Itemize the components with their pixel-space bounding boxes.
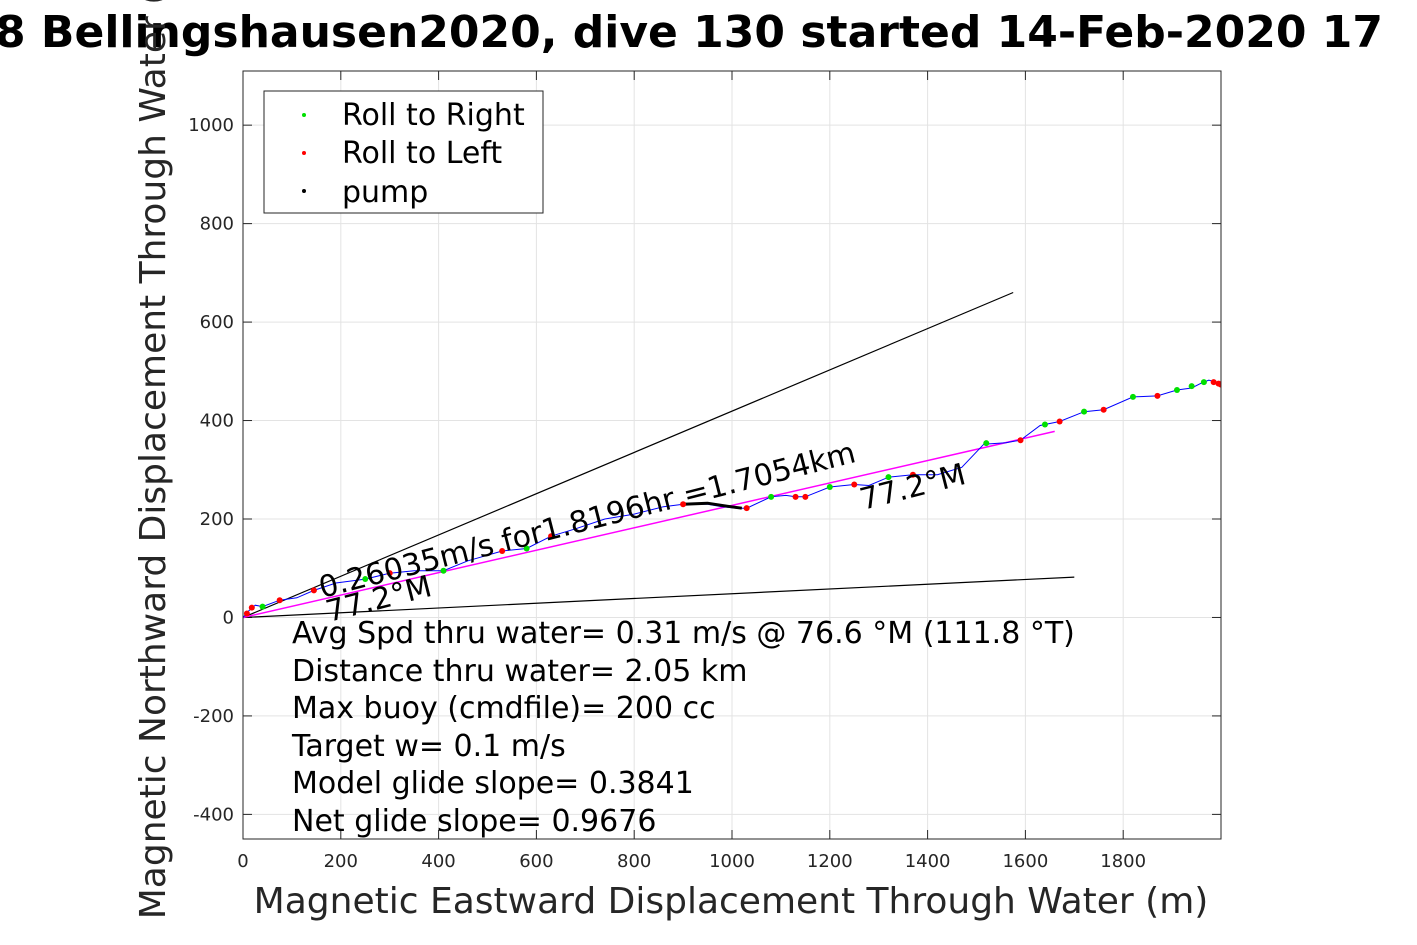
roll-right-point — [523, 545, 530, 552]
stats-block: Avg Spd thru water= 0.31 m/s @ 76.6 °M (… — [291, 616, 1075, 839]
x-tick-label: 200 — [324, 851, 358, 872]
y-tick-label: -400 — [193, 804, 234, 825]
roll-right-point — [440, 567, 447, 574]
data-series — [243, 291, 1221, 619]
y-tick-label: 1000 — [188, 115, 234, 136]
stat-target-w: Target w= 0.1 m/s — [291, 729, 566, 764]
stat-model-glide: Model glide slope= 0.3841 — [292, 766, 694, 801]
x-tick-label: 1200 — [807, 851, 853, 872]
stat-net-glide: Net glide slope= 0.9676 — [292, 804, 656, 839]
x-tick-label: 600 — [519, 851, 553, 872]
legend-marker-pump — [302, 189, 306, 193]
y-tick-label: 600 — [200, 312, 234, 333]
roll-left-point — [1017, 437, 1024, 444]
roll-left-point — [1218, 381, 1221, 388]
roll-left-point — [802, 493, 809, 500]
roll-right-point — [1041, 421, 1048, 428]
roll-left-point — [909, 471, 916, 478]
legend-label-pump: pump — [342, 175, 428, 210]
legend-label-roll-left: Roll to Left — [342, 136, 502, 171]
y-axis-ticks: -400 -200 0 200 400 600 800 1000 — [188, 115, 1221, 825]
roll-right-point — [768, 493, 775, 500]
x-axis-label: Magnetic Eastward Displacement Through W… — [254, 881, 1209, 922]
roll-left-point — [851, 481, 858, 488]
y-tick-label: 800 — [200, 214, 234, 235]
roll-right-point — [983, 440, 990, 447]
roll-left-point — [1154, 392, 1161, 399]
legend: Roll to Right Roll to Left pump — [263, 90, 544, 214]
roll-left-point — [743, 505, 750, 512]
pump-segment — [683, 501, 743, 510]
roll-right-point — [1129, 393, 1136, 400]
roll-left-point — [276, 597, 283, 604]
y-tick-label: 400 — [200, 411, 234, 432]
roll-right-point — [362, 576, 369, 583]
legend-label-roll-right: Roll to Right — [342, 98, 525, 133]
x-tick-label: 1800 — [1100, 851, 1146, 872]
y-tick-label: 200 — [200, 509, 234, 530]
roll-right-point — [1200, 379, 1207, 386]
roll-right-point — [1188, 383, 1195, 390]
roll-left-point — [548, 533, 555, 540]
x-tick-label: 800 — [617, 851, 651, 872]
plot-frame — [242, 70, 1222, 840]
x-tick-label: 1400 — [905, 851, 951, 872]
stat-distance: Distance thru water= 2.05 km — [292, 654, 747, 689]
reference-line-upper-bound — [243, 291, 1014, 619]
roll-left-point — [310, 587, 317, 594]
roll-right-point — [885, 474, 892, 481]
roll-left-point — [248, 604, 255, 611]
reference-line-mean-heading — [243, 430, 1055, 619]
x-tick-label: 1600 — [1002, 851, 1048, 872]
reference-line-lower-bound — [243, 576, 1075, 619]
legend-marker-roll-right — [302, 113, 306, 117]
roll-right-point — [1081, 408, 1088, 415]
roll-right-point — [826, 484, 833, 490]
roll-right-point — [259, 603, 266, 610]
roll-left-point — [1056, 418, 1063, 425]
roll-left-point — [499, 548, 506, 554]
legend-marker-roll-left — [302, 151, 306, 155]
roll-left-point — [1100, 406, 1107, 413]
y-axis-label: Magnetic Northward Displacement Through … — [133, 0, 174, 919]
roll-left-point — [1210, 379, 1217, 386]
x-tick-label: 1000 — [709, 851, 755, 872]
y-tick-label: -200 — [193, 706, 234, 727]
x-tick-label: 0 — [237, 851, 248, 872]
x-tick-label: 400 — [421, 851, 455, 872]
roll-left-point — [243, 610, 250, 617]
stat-max-buoy: Max buoy (cmdfile)= 200 cc — [292, 691, 716, 726]
roll-left-point — [680, 501, 687, 508]
stat-avg-speed: Avg Spd thru water= 0.31 m/s @ 76.6 °M (… — [292, 616, 1075, 651]
roll-left-point — [386, 570, 393, 577]
roll-right-point — [1173, 387, 1180, 394]
chart-title: 8 Bellingshausen2020, dive 130 started 1… — [0, 7, 1383, 58]
y-tick-label: 0 — [223, 607, 234, 628]
roll-left-point — [792, 493, 799, 500]
legend-box — [263, 90, 544, 214]
